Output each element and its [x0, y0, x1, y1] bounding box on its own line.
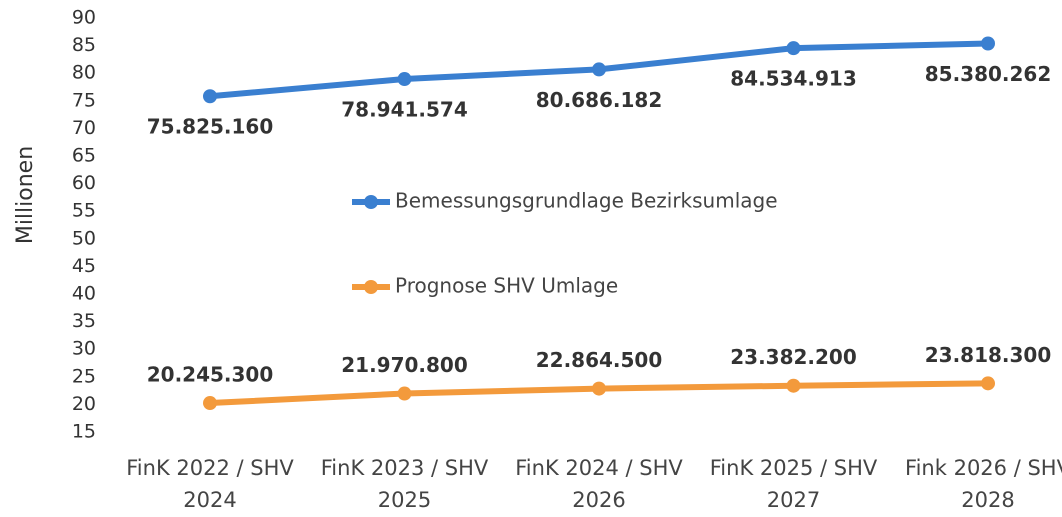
- point: [981, 36, 995, 51]
- y-tick-label: 40: [72, 283, 96, 305]
- data-label: 85.380.262: [925, 62, 1052, 86]
- legend-marker: [364, 195, 378, 209]
- data-label: 22.864.500: [536, 348, 663, 372]
- point: [981, 376, 995, 391]
- x-tick-label: Fink 2026 / SHV 2028: [905, 456, 1062, 512]
- y-tick-label: 20: [72, 393, 96, 415]
- y-tick-label: 35: [72, 310, 96, 332]
- y-tick-label: 85: [72, 34, 96, 56]
- point: [786, 41, 801, 56]
- y-tick-label: 60: [72, 172, 96, 194]
- point: [786, 378, 801, 393]
- legend-label: Bemessungsgrundlage Bezirksumlage: [395, 189, 778, 213]
- data-label: 23.382.200: [730, 345, 857, 369]
- y-tick-label: 50: [72, 227, 96, 249]
- x-tick-label: FinK 2024 / SHV 2026: [515, 456, 683, 512]
- point: [592, 381, 606, 396]
- x-tick-label: FinK 2025 / SHV 2027: [709, 456, 878, 512]
- data-label: 23.818.300: [925, 343, 1052, 367]
- y-tick-label: 80: [72, 62, 96, 84]
- y-tick-label: 15: [72, 421, 96, 443]
- y-tick-label: 90: [72, 7, 96, 29]
- data-label: 80.686.182: [536, 88, 663, 112]
- legend-marker: [364, 280, 378, 294]
- y-tick-label: 65: [72, 145, 96, 167]
- data-label: 21.970.800: [341, 353, 468, 377]
- data-label: 78.941.574: [341, 98, 468, 122]
- point: [203, 89, 217, 104]
- y-tick-label: 70: [72, 117, 96, 139]
- data-label: 75.825.160: [147, 115, 274, 139]
- point: [397, 386, 412, 401]
- point: [397, 72, 412, 87]
- y-tick-label: 75: [72, 89, 96, 111]
- data-label: 20.245.300: [147, 363, 274, 387]
- x-tick-label: FinK 2022 / SHV 2024: [126, 456, 294, 512]
- y-tick-label: 45: [72, 255, 96, 277]
- x-tick-label: FinK 2023 / SHV 2025: [320, 456, 489, 512]
- point: [203, 396, 217, 411]
- y-tick-label: 25: [72, 365, 96, 387]
- y-axis-label: Millionen: [13, 146, 38, 244]
- y-tick-label: 55: [72, 200, 96, 222]
- point: [592, 62, 606, 77]
- y-tick-label: 30: [72, 338, 96, 360]
- legend-label: Prognose SHV Umlage: [395, 274, 618, 298]
- data-label: 84.534.913: [730, 67, 857, 91]
